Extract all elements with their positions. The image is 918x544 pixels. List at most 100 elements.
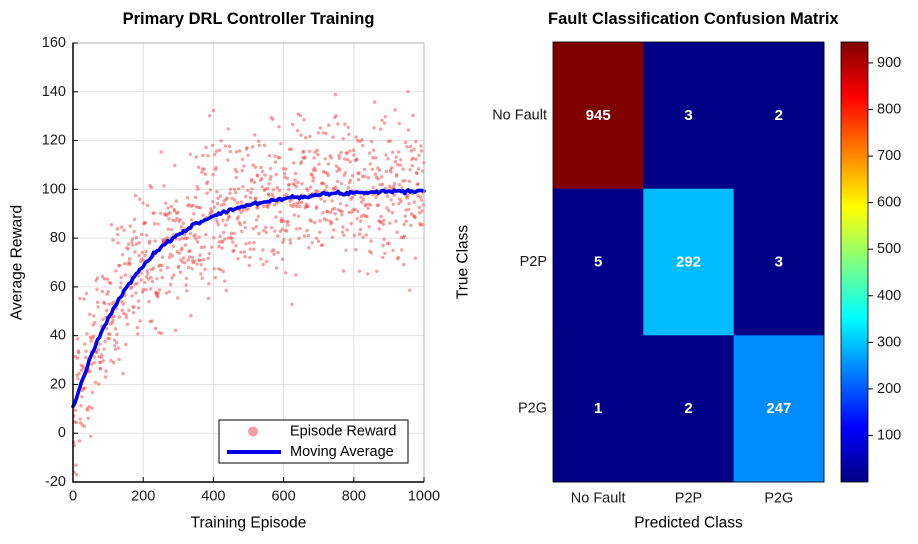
scatter-point <box>416 167 421 171</box>
scatter-point <box>222 202 226 206</box>
scatter-point <box>361 143 365 148</box>
scatter-point <box>206 256 210 260</box>
scatter-point <box>348 178 353 182</box>
scatter-point <box>299 133 303 137</box>
scatter-point <box>251 163 255 167</box>
scatter-point <box>376 177 380 181</box>
scatter-point <box>144 250 148 254</box>
scatter-point <box>274 172 278 177</box>
scatter-point <box>183 261 187 265</box>
scatter-point <box>352 153 356 157</box>
scatter-point <box>419 198 424 202</box>
scatter-point <box>323 157 327 161</box>
scatter-point <box>382 237 386 241</box>
scatter-point <box>237 187 241 191</box>
scatter-point <box>135 281 139 286</box>
scatter-point <box>143 253 147 258</box>
confusion-cell <box>733 42 825 190</box>
scatter-point <box>243 225 247 230</box>
scatter-point <box>339 150 343 155</box>
scatter-point <box>136 299 141 303</box>
scatter-point <box>213 152 217 157</box>
scatter-point <box>230 236 234 241</box>
scatter-point <box>399 199 403 203</box>
scatter-point <box>284 167 288 171</box>
scatter-point <box>242 164 246 168</box>
scatter-point <box>260 169 265 174</box>
scatter-point <box>151 266 156 270</box>
scatter-point <box>204 232 208 237</box>
confusion-cell <box>643 42 735 190</box>
scatter-point <box>344 248 348 252</box>
confusion-cell-value: 2 <box>775 107 783 124</box>
y-axis-title: True Class <box>455 225 472 300</box>
scatter-point <box>219 268 223 272</box>
scatter-point <box>419 144 423 148</box>
scatter-point <box>124 315 129 320</box>
scatter-point <box>381 222 386 226</box>
scatter-point <box>358 227 363 232</box>
scatter-point <box>172 273 176 277</box>
scatter-point <box>190 266 194 271</box>
scatter-point <box>324 218 328 222</box>
scatter-point <box>272 203 277 207</box>
scatter-point <box>193 233 197 237</box>
scatter-point <box>309 219 313 223</box>
scatter-point <box>109 223 114 227</box>
scatter-point <box>77 371 81 376</box>
scatter-point <box>395 230 399 234</box>
scatter-point <box>280 227 284 231</box>
scatter-point <box>100 353 104 357</box>
scatter-point <box>156 222 160 226</box>
scatter-point <box>118 285 123 290</box>
scatter-point <box>134 236 138 240</box>
scatter-point <box>362 167 367 172</box>
scatter-point <box>343 122 347 126</box>
scatter-point <box>413 256 418 260</box>
scatter-point <box>215 220 219 224</box>
scatter-point <box>111 238 115 242</box>
scatter-point <box>127 257 132 261</box>
scatter-point <box>176 296 180 300</box>
scatter-point <box>216 196 220 200</box>
scatter-point <box>308 134 312 139</box>
scatter-point <box>196 187 200 191</box>
scatter-point <box>188 152 192 156</box>
scatter-point <box>270 192 274 197</box>
scatter-point <box>295 129 300 133</box>
scatter-point <box>306 188 310 192</box>
scatter-point <box>341 269 346 273</box>
scatter-point <box>144 275 149 279</box>
scatter-point <box>189 313 193 318</box>
scatter-point <box>173 328 178 332</box>
scatter-point <box>132 305 136 309</box>
scatter-point <box>177 264 181 268</box>
scatter-point <box>103 339 107 344</box>
scatter-point <box>100 289 105 294</box>
scatter-point <box>315 148 319 152</box>
scatter-point <box>115 227 120 231</box>
scatter-point <box>150 319 154 323</box>
scatter-point <box>181 221 185 225</box>
scatter-point <box>231 240 235 244</box>
scatter-point <box>371 156 375 160</box>
scatter-point <box>113 344 117 348</box>
scatter-point <box>334 164 339 168</box>
scatter-point <box>111 318 115 323</box>
scatter-point <box>149 185 154 190</box>
scatter-point <box>207 252 211 256</box>
scatter-point <box>366 176 371 180</box>
scatter-point <box>143 280 147 285</box>
scatter-point <box>210 209 214 213</box>
scatter-point <box>379 127 383 131</box>
scatter-point <box>247 241 252 245</box>
scatter-point <box>403 179 407 183</box>
scatter-point <box>267 182 271 186</box>
scatter-point <box>352 148 356 152</box>
scatter-point <box>333 92 338 97</box>
scatter-point <box>221 230 226 235</box>
y-tick-label: 120 <box>42 133 66 149</box>
colorbar-tick-label: 400 <box>877 288 901 304</box>
scatter-point <box>296 180 300 185</box>
scatter-point <box>384 169 388 174</box>
